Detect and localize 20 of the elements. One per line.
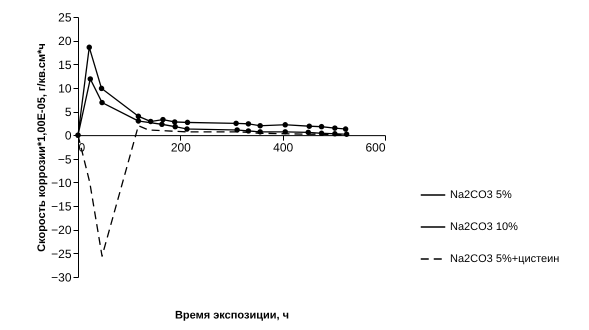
y-tick-label: 25 <box>58 10 72 24</box>
legend-label: Na2CO3 5% <box>450 189 512 201</box>
y-tick-label: 15 <box>58 58 72 72</box>
y-tick-label: 5 <box>64 105 72 120</box>
y-tick-label: −30 <box>51 270 72 284</box>
legend-label: Na2CO3 5%+цистеин <box>450 253 560 265</box>
y-tick-label: −25 <box>51 246 72 261</box>
y-tick-label: 10 <box>58 81 72 96</box>
y-tick-label: −5 <box>58 152 72 166</box>
y-tick-label: 0 <box>64 128 72 143</box>
x-tick-label: 600 <box>365 140 386 155</box>
y-tick-label: −20 <box>51 223 72 238</box>
y-axis-title: Скорость коррозии*1,00E-05, г/кв.см*ч <box>36 43 48 252</box>
legend-label: Na2CO3 10% <box>450 221 518 233</box>
x-axis-title: Время экспозиции, ч <box>174 310 290 322</box>
y-tick-label: −15 <box>51 200 72 214</box>
y-tick-label: −10 <box>51 176 72 190</box>
x-tick-label: 400 <box>273 140 294 155</box>
y-tick-label: 20 <box>58 34 72 48</box>
x-tick-label: 200 <box>170 140 192 155</box>
